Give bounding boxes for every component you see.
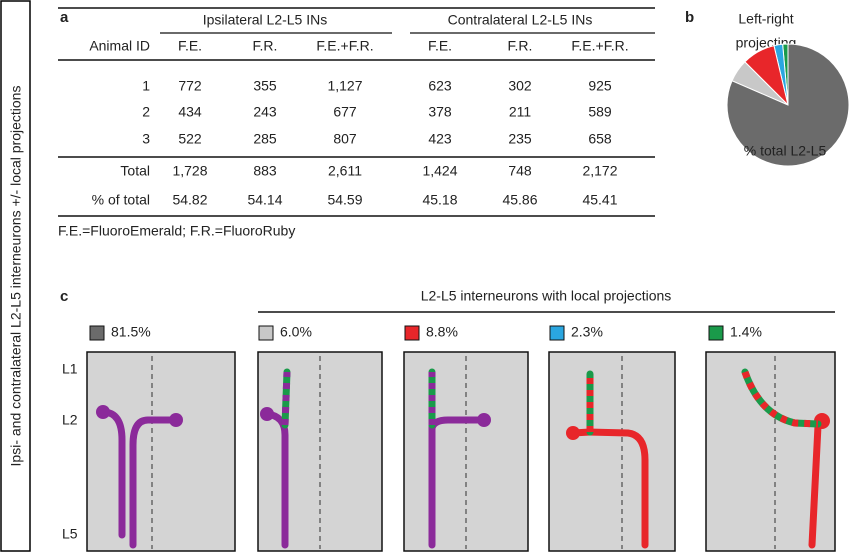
legend-swatch xyxy=(709,326,723,340)
table-cell: 925 xyxy=(588,78,612,94)
footnote: F.E.=FluoroEmerald; F.R.=FluoroRuby xyxy=(58,223,295,239)
table-cell: 54.59 xyxy=(327,192,362,208)
table-cell: % of total xyxy=(92,192,150,208)
legend-label: 81.5% xyxy=(111,324,151,340)
layer-label: L1 xyxy=(62,361,78,377)
table-cell: 378 xyxy=(428,104,452,120)
table-cell: 423 xyxy=(428,131,452,147)
legend-label: 8.8% xyxy=(426,324,458,340)
table-cell: 589 xyxy=(588,104,612,120)
table-cell: 2 xyxy=(142,104,150,120)
table-cell: Total xyxy=(120,163,150,179)
group-header: Contralateral L2-L5 INs xyxy=(448,12,593,28)
legend-swatch xyxy=(90,326,104,340)
table-cell: 211 xyxy=(509,104,532,120)
column-header: F.R. xyxy=(253,38,278,54)
table-cell: 235 xyxy=(508,131,532,147)
panel-letter: b xyxy=(685,9,694,26)
legend-swatch xyxy=(550,326,564,340)
table-cell: 1 xyxy=(142,78,150,94)
table-cell: 2,611 xyxy=(328,163,362,179)
column-header: F.E.+F.R. xyxy=(316,38,373,54)
layer-label: L5 xyxy=(62,526,78,542)
table-cell: 807 xyxy=(333,131,357,147)
group-header: Ipsilateral L2-L5 INs xyxy=(203,12,328,28)
table-cell: 748 xyxy=(508,163,532,179)
table-cell: 45.41 xyxy=(582,192,617,208)
column-header: F.E. xyxy=(178,38,202,54)
table-cell: 623 xyxy=(428,78,452,94)
pie-annotation: Left-right xyxy=(738,11,793,27)
column-header: F.E. xyxy=(428,38,452,54)
table-cell: 243 xyxy=(253,104,277,120)
legend-label: 1.4% xyxy=(730,324,762,340)
panel-letter: c xyxy=(60,288,68,305)
table-cell: 54.14 xyxy=(247,192,282,208)
side-label: Ipsi- and contralateral L2-L5 interneuro… xyxy=(8,86,24,467)
table-cell: 772 xyxy=(178,78,202,94)
legend-label: 2.3% xyxy=(571,324,603,340)
legend-swatch xyxy=(259,326,273,340)
legend-label: 6.0% xyxy=(280,324,312,340)
table-cell: 3 xyxy=(142,131,150,147)
column-header: F.R. xyxy=(508,38,533,54)
column-header: Animal ID xyxy=(89,38,150,54)
table-cell: 45.86 xyxy=(502,192,537,208)
layer-label: L2 xyxy=(62,412,78,428)
table-cell: 2,172 xyxy=(582,163,617,179)
neuron-panels xyxy=(87,352,835,551)
legend-swatch xyxy=(405,326,419,340)
table-cell: 1,127 xyxy=(327,78,362,94)
table-cell: 1,424 xyxy=(422,163,457,179)
column-header: F.E.+F.R. xyxy=(571,38,628,54)
table-cell: 677 xyxy=(333,104,357,120)
table-cell: 302 xyxy=(508,78,532,94)
table-cell: 434 xyxy=(178,104,202,120)
table-cell: 658 xyxy=(588,131,612,147)
table-cell: 45.18 xyxy=(422,192,457,208)
panel-letter: a xyxy=(60,9,69,26)
pie-label: % total L2-L5 xyxy=(744,143,827,159)
panel-header: L2-L5 interneurons with local projection… xyxy=(421,288,672,304)
table-cell: 355 xyxy=(253,78,277,94)
table-cell: 1,728 xyxy=(172,163,207,179)
table-cell: 54.82 xyxy=(172,192,207,208)
table-cell: 883 xyxy=(253,163,277,179)
table-cell: 285 xyxy=(253,131,277,147)
figure: Ipsi- and contralateral L2-L5 interneuro… xyxy=(0,0,857,552)
table-cell: 522 xyxy=(178,131,202,147)
